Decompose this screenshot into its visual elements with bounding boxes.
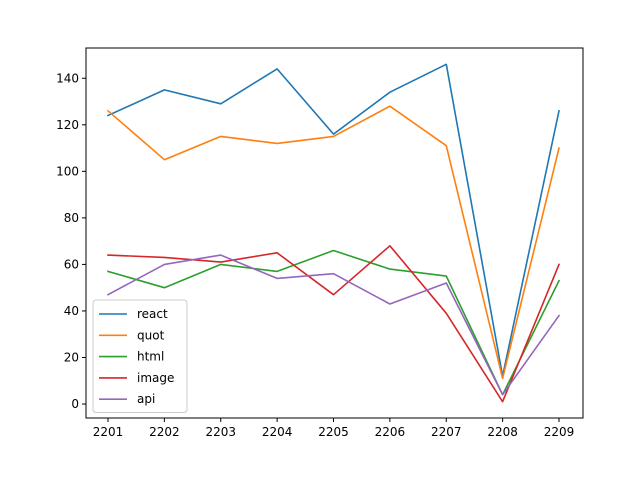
y-tick-label: 40: [64, 304, 79, 318]
x-tick-label: 2207: [431, 425, 462, 439]
y-tick-label: 20: [64, 350, 79, 364]
legend-label-html: html: [137, 350, 164, 364]
y-tick-label: 140: [56, 71, 79, 85]
x-tick-label: 2202: [149, 425, 180, 439]
series-line-image: [107, 245, 561, 403]
x-tick-label: 2204: [262, 425, 293, 439]
x-tick-label: 2206: [375, 425, 406, 439]
series-line-api: [106, 254, 561, 396]
plot-frame: [85, 47, 584, 419]
x-tick-label: 2205: [318, 425, 349, 439]
plot-lines: [106, 63, 561, 403]
y-tick-label: 100: [56, 164, 79, 178]
series-line-html: [107, 249, 561, 396]
series-line-quot: [106, 105, 560, 380]
y-tick-label: 80: [64, 211, 79, 225]
legend-label-api: api: [137, 392, 155, 406]
x-tick-label: 2203: [205, 425, 236, 439]
legend-label-react: react: [137, 307, 168, 321]
x-axis: 2201 2202 2203 2204 2205 2206 2207 2208 2209: [93, 418, 575, 439]
y-tick-label: 60: [64, 257, 79, 271]
legend-box: [92, 299, 188, 413]
y-axis: 0 20 40 60 80 100 120 140: [56, 71, 86, 411]
x-tick-label: 2201: [93, 425, 124, 439]
y-tick-label: 0: [71, 397, 79, 411]
series-line-react: [106, 63, 560, 377]
x-tick-label: 2209: [544, 425, 575, 439]
legend: react quot html image api: [92, 299, 188, 413]
y-tick-label: 120: [56, 118, 79, 132]
legend-label-image: image: [137, 371, 174, 385]
x-tick-label: 2208: [487, 425, 518, 439]
legend-label-quot: quot: [137, 328, 165, 342]
